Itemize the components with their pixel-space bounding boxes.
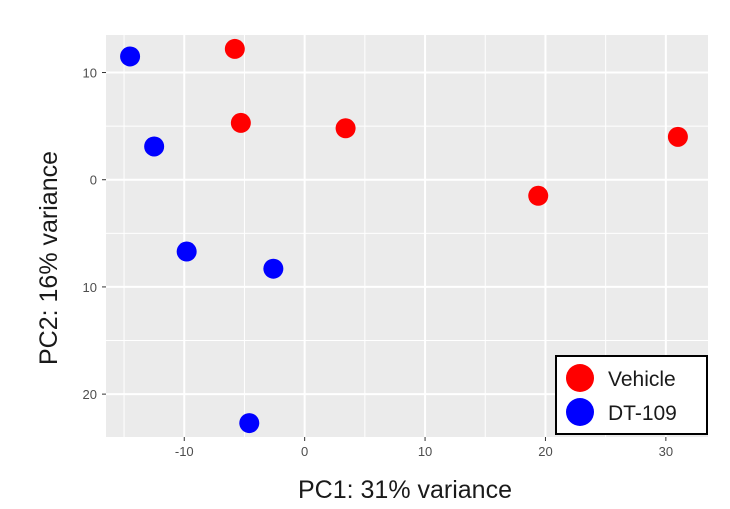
y-tick-label: 10 <box>83 66 97 81</box>
legend-swatch-vehicle <box>566 364 594 392</box>
y-tick-label: 0 <box>90 173 97 188</box>
y-axis-title: PC2: 16% variance <box>35 151 63 365</box>
point-vehicle <box>528 185 549 206</box>
point-dt-109 <box>144 136 165 157</box>
legend-label-vehicle: Vehicle <box>608 368 676 391</box>
data-points <box>120 38 688 434</box>
x-axis: -10 0 10 20 30 <box>175 437 673 459</box>
legend: Vehicle DT-109 <box>555 355 708 435</box>
legend-swatch-dt-109 <box>566 398 594 426</box>
point-vehicle <box>230 112 251 133</box>
legend-label-dt-109: DT-109 <box>608 402 677 425</box>
x-tick-label: 20 <box>538 444 552 459</box>
x-tick-label: 0 <box>301 444 308 459</box>
x-tick-label: 10 <box>418 444 432 459</box>
point-dt-109 <box>263 258 284 279</box>
point-vehicle <box>224 38 245 59</box>
x-axis-title: PC1: 31% variance <box>298 476 512 504</box>
y-tick-label: 10 <box>83 280 97 295</box>
x-tick-label: -10 <box>175 444 194 459</box>
point-dt-109 <box>176 241 197 262</box>
x-tick-label: 30 <box>659 444 673 459</box>
grid-lines <box>106 35 708 437</box>
point-dt-109 <box>239 413 260 434</box>
point-dt-109 <box>120 46 141 67</box>
point-vehicle <box>667 126 688 147</box>
point-vehicle <box>335 118 356 139</box>
y-axis: 10 0 10 20 <box>83 66 106 402</box>
y-tick-label: 20 <box>83 387 97 402</box>
